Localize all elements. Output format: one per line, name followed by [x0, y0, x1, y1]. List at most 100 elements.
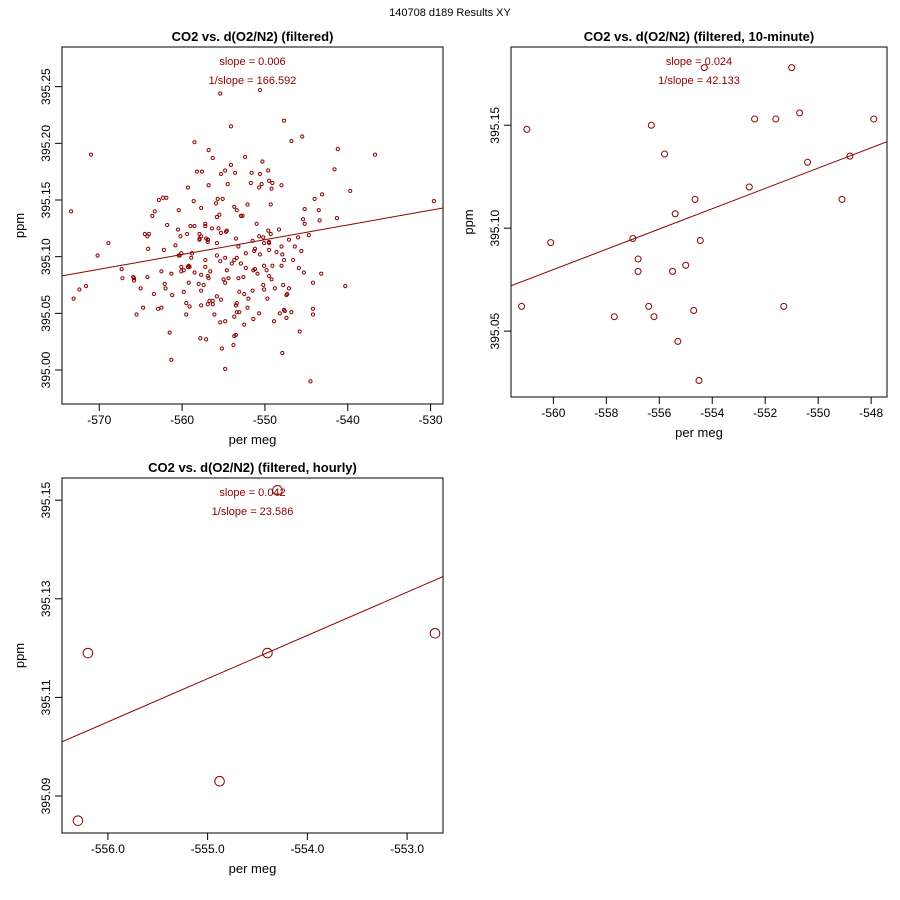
data-point [257, 171, 263, 177]
data-point [280, 252, 285, 257]
data-point [210, 155, 215, 161]
data-point [197, 237, 202, 242]
data-point [264, 268, 269, 273]
data-point [219, 346, 224, 351]
data-point [610, 313, 618, 321]
data-point [224, 268, 229, 273]
data-point [69, 209, 74, 214]
data-point [682, 261, 690, 269]
data-point [772, 115, 780, 123]
data-point [248, 180, 253, 186]
data-point [302, 206, 307, 212]
data-point [191, 199, 196, 204]
data-point [220, 196, 225, 201]
data-point [257, 234, 262, 239]
data-point [161, 247, 166, 252]
chart-panel-ten_minute: CO2 vs. d(O2/N2) (filtered, 10-minute) -5… [461, 29, 888, 440]
data-point [203, 264, 208, 269]
data-point [262, 647, 273, 659]
data-point [751, 115, 759, 123]
data-point [198, 336, 203, 341]
data-point [300, 134, 305, 139]
data-point [647, 121, 655, 129]
data-point [214, 294, 219, 299]
data-point [343, 284, 348, 289]
data-point [700, 64, 708, 72]
data-point [150, 213, 155, 218]
data-point [282, 308, 287, 314]
data-point [236, 244, 241, 249]
data-point [266, 240, 272, 246]
y-tick-label: 395.13 [39, 580, 53, 617]
data-point [169, 357, 174, 362]
y-axis-label: ppm [12, 643, 27, 668]
data-point [804, 158, 812, 166]
data-point [238, 261, 244, 266]
x-tick-label: -554.0 [290, 842, 324, 856]
data-point [185, 185, 190, 190]
data-point [203, 221, 208, 226]
data-point [221, 277, 226, 282]
data-point [223, 229, 229, 234]
data-point [203, 223, 208, 229]
data-point [218, 230, 224, 235]
data-point [218, 297, 224, 302]
x-axis-label: per meg [675, 425, 723, 440]
data-point [159, 269, 164, 274]
data-point [296, 265, 301, 271]
data-point [82, 647, 94, 659]
plot-frame [510, 46, 888, 398]
data-point [231, 342, 236, 348]
data-point [281, 257, 287, 263]
data-point [274, 250, 279, 255]
data-point [194, 169, 200, 174]
data-point [316, 208, 321, 213]
data-point [310, 280, 316, 285]
data-point [252, 246, 258, 251]
data-point [218, 171, 224, 177]
data-point [206, 148, 211, 153]
data-point [228, 124, 234, 129]
data-point [277, 311, 282, 316]
data-layer [511, 64, 887, 385]
x-tick-label: -570 [87, 413, 111, 427]
data-point [204, 337, 209, 342]
data-point [186, 280, 191, 285]
data-point [176, 253, 181, 258]
data-point [152, 209, 157, 214]
data-point [348, 188, 353, 194]
data-point [233, 303, 239, 308]
data-point [189, 251, 195, 256]
data-point [269, 277, 274, 282]
slope-annotation: 1/slope = 23.586 [212, 506, 294, 518]
y-tick-label: 395.05 [39, 295, 53, 332]
data-point [223, 280, 228, 285]
data-point [270, 180, 275, 186]
x-tick-label: -530 [419, 413, 443, 427]
data-point [252, 248, 257, 254]
x-tick-label: -552 [753, 406, 777, 420]
data-point [280, 350, 285, 356]
data-point [796, 109, 804, 117]
data-point [334, 216, 340, 221]
data-point [251, 316, 256, 322]
x-tick-label: -540 [336, 413, 360, 427]
data-point [142, 231, 147, 237]
data-point [261, 287, 267, 292]
data-point [242, 291, 247, 297]
x-axis-label: per meg [229, 432, 277, 447]
data-point [696, 237, 704, 245]
data-point [671, 210, 679, 218]
data-point [95, 253, 100, 258]
data-point [206, 276, 211, 281]
data-point [164, 195, 169, 200]
data-point [214, 253, 219, 258]
data-point [634, 255, 642, 263]
data-point [214, 775, 225, 787]
y-tick-label: 395.20 [39, 125, 53, 162]
data-point [175, 227, 181, 232]
data-point [145, 274, 150, 280]
x-tick-label: -560 [170, 413, 194, 427]
data-point [184, 231, 190, 237]
data-point [691, 195, 699, 203]
